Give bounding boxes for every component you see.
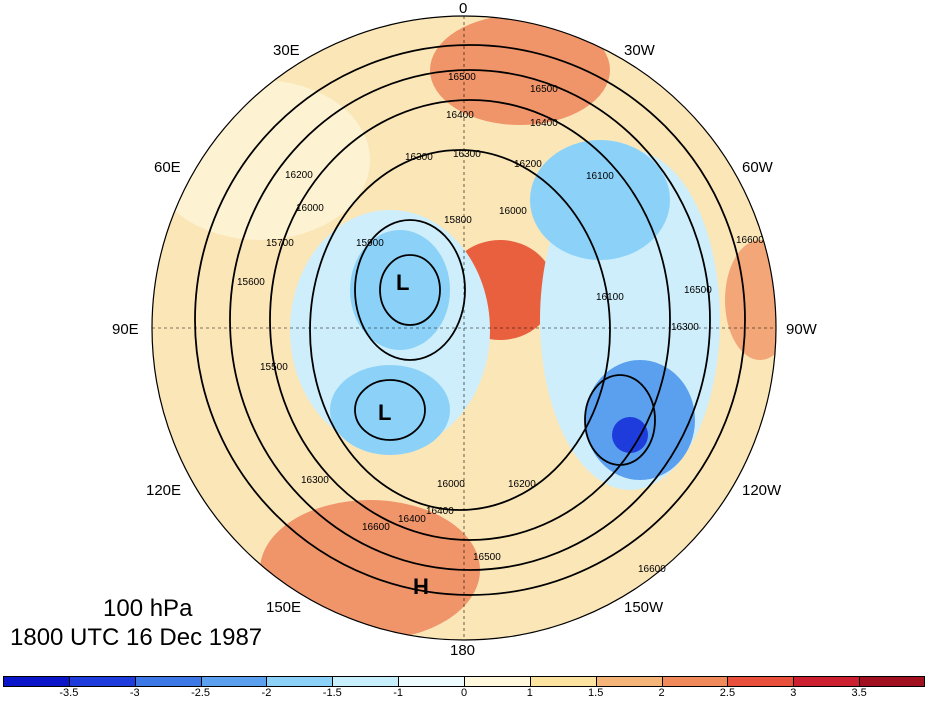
high-center: H [413,574,429,599]
lon-label-120w: 120W [742,482,782,499]
colorbar-swatch [529,676,596,687]
colorbar-swatch [793,676,860,687]
lon-label-150w: 150W [624,599,664,616]
lon-label-60e: 60E [154,159,181,176]
contour-label: 16300 [671,322,699,333]
colorbar-swatch [3,676,69,687]
contour-label: 16200 [508,479,536,490]
contour-label: 16500 [473,552,501,563]
contour-label: 16500 [530,84,558,95]
contour-label: 16500 [684,285,712,296]
contour-label: 15500 [260,362,288,373]
contour-label: 16400 [530,118,558,129]
lon-label-150e: 150E [266,599,302,616]
colorbar-tick-label: -3.5 [59,687,79,699]
contour-label: 16300 [301,475,329,486]
low-center-1: L [396,270,409,295]
contour-label: 16000 [437,479,465,490]
colorbar-tick-label: -2 [261,687,272,699]
contour-label: 16000 [499,206,527,217]
colorbar-tick-label: 2 [658,687,665,699]
datetime-title: 1800 UTC 16 Dec 1987 [10,624,263,651]
contour-label: 15600 [237,277,265,288]
colorbar-swatch [727,676,794,687]
contour-label: 16600 [362,522,390,533]
contour-label: 16100 [586,171,614,182]
colorbar-tick-label: -2.5 [191,687,211,699]
map-boundary [151,15,777,641]
contour-label: 16100 [596,292,624,303]
contour-label: 16000 [296,203,324,214]
lon-label-60w: 60W [742,159,773,176]
colorbar-swatch [398,676,464,687]
colorbar-tick-label: 3.5 [851,687,867,699]
contour-label: 16500 [448,72,476,83]
pressure-level-title: 100 hPa [103,595,193,622]
colorbar-swatch [332,676,399,687]
colorbar-tick-label: 2.5 [719,687,736,699]
colorbar-tick-label: -3 [129,687,140,699]
contour-label: 16300 [453,149,481,160]
contour-label: 15900 [356,238,384,249]
contour-label: 16300 [405,152,433,163]
contour-label: 15700 [266,238,294,249]
contour-label: 16600 [638,564,666,575]
colorbar-tick-label: 3 [790,687,797,699]
contour-label: 16600 [736,235,764,246]
colorbar-swatch [266,676,333,687]
colorbar-swatch [200,676,267,687]
colorbar-swatch [661,676,728,687]
colorbar-tick-label: 0 [460,687,468,699]
colorbar-tick-label: 1 [526,687,533,699]
lon-label-90w: 90W [786,321,817,338]
lon-label-30e: 30E [273,42,300,59]
colorbar-tick-label: -1 [393,687,404,699]
colorbar-tick-label: -1.5 [322,687,342,699]
contour-label: 16200 [285,170,313,181]
colorbar-swatch [134,676,201,687]
contour-label: 16400 [426,506,454,517]
colorbar-swatch [595,676,662,687]
colorbar-swatch [68,676,135,687]
low-center-2: L [378,400,391,425]
contour-label: 16400 [446,110,474,121]
height-contours [194,44,746,596]
contour-label: 16400 [398,514,426,525]
colorbar-swatch [464,676,530,687]
colorbar-swatch [859,676,925,687]
contour-label: 16200 [514,159,542,170]
lon-label-30w: 30W [624,42,655,59]
lon-label-0: 0 [459,0,468,17]
lon-label-120e: 120E [146,482,182,499]
colorbar-tick-label: 1.5 [588,687,604,699]
lon-label-90e: 90E [112,321,139,338]
lon-label-180: 180 [450,642,476,659]
contour-label: 15800 [444,215,472,226]
